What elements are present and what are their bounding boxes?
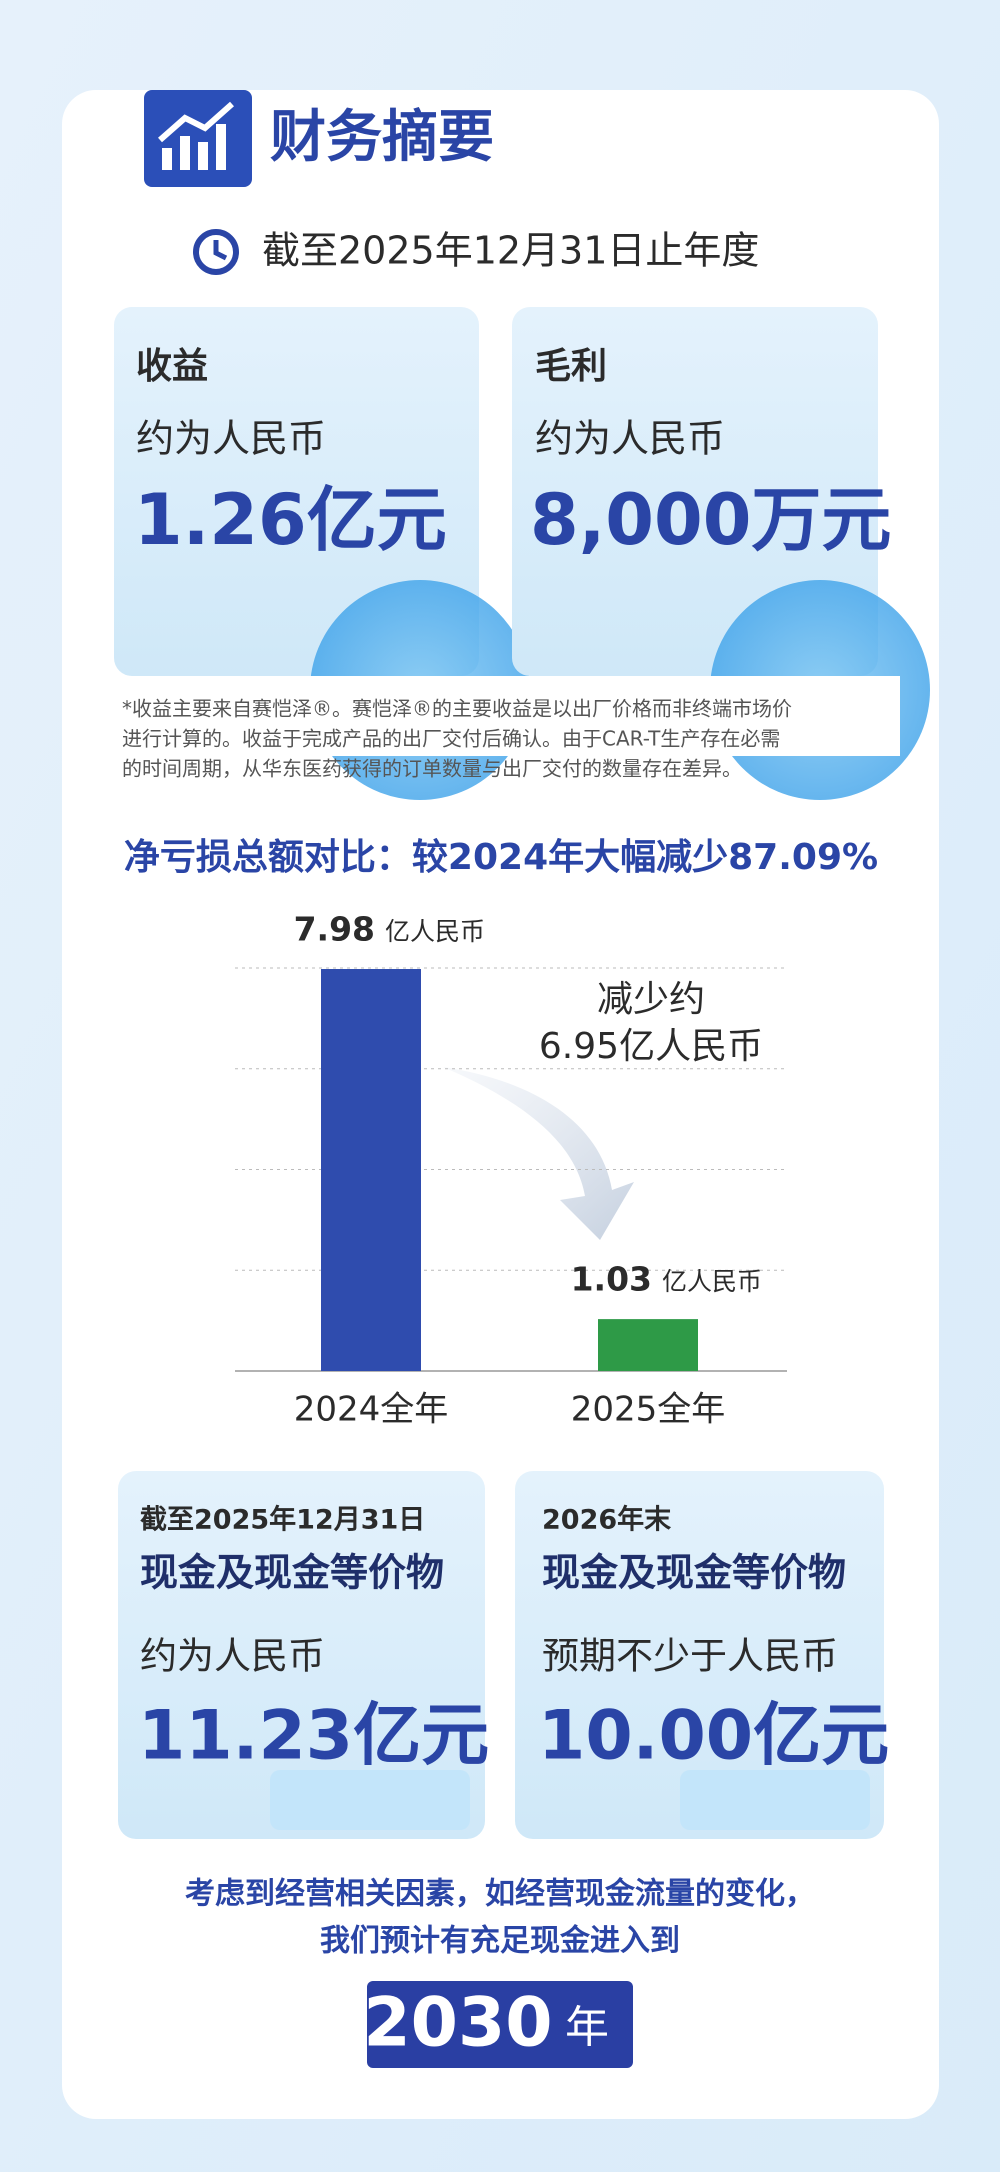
card-label: 截至2025年12月31日: [140, 1504, 425, 1536]
card-subtitle: 预期不少于人民币: [542, 1635, 838, 1678]
closing-line: 考虑到经营相关因素，如经营现金流量的变化，: [185, 1877, 815, 1912]
card-title: 收益: [136, 346, 208, 387]
closing-line: 我们预计有充足现金进入到: [320, 1924, 680, 1959]
mask: [100, 676, 900, 756]
decrease-arrow: [443, 1067, 634, 1240]
card-subtitle: 约为人民币: [535, 417, 725, 461]
annotation: 6.95亿人民币: [539, 1026, 763, 1067]
note-line: *收益主要来自赛恺泽®。赛恺泽®的主要收益是以出厂价格而非终端市场价: [122, 697, 792, 721]
card-value: 10.00亿元: [538, 1697, 889, 1776]
card-subtitle: 约为人民币: [140, 1635, 325, 1678]
year-suffix: 年: [565, 2002, 609, 2053]
card-value: 11.23亿元: [138, 1697, 489, 1776]
card: [118, 1471, 485, 1839]
clock-icon: [193, 229, 239, 275]
card-value: 8,000万元: [530, 479, 891, 561]
year-box: [367, 1981, 633, 2068]
chart: 2024全年 7.98 亿人民币 2025全年 1.03 亿人民币: [235, 910, 787, 1430]
value-label: 7.98: [294, 910, 375, 949]
year: 2030: [363, 1984, 552, 2063]
card-subtitle: 约为人民币: [136, 417, 326, 461]
value-unit: 亿人民币: [662, 1267, 762, 1296]
period: 截至2025年12月31日止年度: [262, 229, 759, 273]
card-label: 2026年末: [542, 1504, 671, 1536]
value-unit: 亿人民币: [385, 917, 485, 946]
chart-title: 净亏损总额对比：较2024年大幅减少87.09%: [124, 837, 878, 878]
card-title: 毛利: [535, 346, 607, 387]
bar: [598, 1319, 698, 1371]
title: 财务摘要: [270, 105, 494, 170]
x-tick-label: 2024全年: [294, 1390, 449, 1430]
header-icon: [144, 90, 252, 187]
card-title: 现金及现金等价物: [140, 1551, 444, 1595]
card: [515, 1471, 884, 1839]
card-value: 1.26亿元: [134, 479, 447, 561]
bar: [321, 969, 421, 1371]
x-tick-label: 2025全年: [571, 1390, 726, 1430]
card-title: 现金及现金等价物: [542, 1551, 846, 1595]
value-label: 1.03: [571, 1260, 652, 1299]
note-line: 进行计算的。收益于完成产品的出厂交付后确认。由于CAR-T生产存在必需: [122, 727, 780, 751]
note-line: 的时间周期，从华东医药获得的订单数量与出厂交付的数量存在差异。: [122, 757, 742, 781]
annotation: 减少约: [597, 979, 705, 1020]
